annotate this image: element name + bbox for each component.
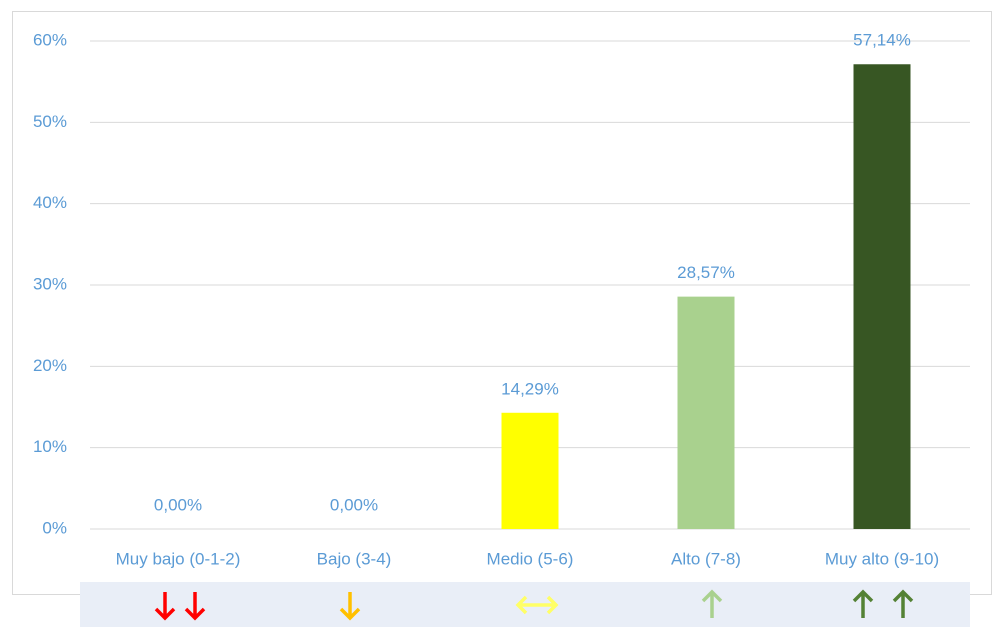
arrow-up (892, 589, 914, 618)
arrow-sideways (515, 595, 559, 615)
trend-arrows (154, 589, 914, 621)
value-label: 0,00% (154, 495, 202, 514)
y-tick-label: 50% (33, 112, 67, 131)
y-tick-label: 20% (33, 356, 67, 375)
bar (853, 64, 911, 530)
arrow-down (339, 592, 361, 621)
arrow-up (701, 589, 723, 618)
x-tick-label: Bajo (3-4) (317, 549, 392, 568)
value-label: 28,57% (677, 263, 735, 282)
value-label: 14,29% (501, 379, 559, 398)
value-label: 57,14% (853, 31, 911, 50)
bar (677, 296, 735, 529)
arrow-down (184, 592, 206, 621)
x-tick-label: Medio (5-6) (487, 549, 574, 568)
value-label: 0,00% (330, 495, 378, 514)
y-tick-label: 10% (33, 437, 67, 456)
x-tick-label: Muy alto (9-10) (825, 549, 939, 568)
arrow-down (154, 592, 176, 621)
y-tick-label: 0% (42, 518, 67, 537)
x-tick-label: Muy bajo (0-1-2) (116, 549, 241, 568)
bar (501, 412, 559, 529)
x-tick-label: Alto (7-8) (671, 549, 741, 568)
y-tick-label: 40% (33, 193, 67, 212)
y-tick-label: 60% (33, 30, 67, 49)
y-tick-label: 30% (33, 274, 67, 293)
arrow-up (852, 589, 874, 618)
